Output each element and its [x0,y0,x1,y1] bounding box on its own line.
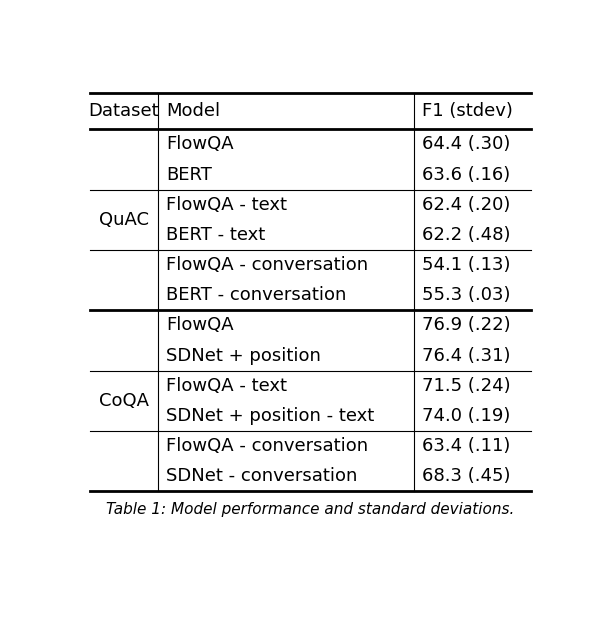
Text: BERT: BERT [167,166,212,184]
Text: FlowQA - text: FlowQA - text [167,196,287,214]
Text: FlowQA - conversation: FlowQA - conversation [167,256,368,274]
Text: 64.4 (.30): 64.4 (.30) [422,135,511,154]
Text: BERT - text: BERT - text [167,226,265,244]
Text: 54.1 (.13): 54.1 (.13) [422,256,511,274]
Text: 63.4 (.11): 63.4 (.11) [422,437,511,455]
Text: Model: Model [167,102,221,120]
Text: QuAC: QuAC [99,211,149,229]
Text: FlowQA: FlowQA [167,135,234,154]
Text: CoQA: CoQA [99,392,149,410]
Text: Table 1: Model performance and standard deviations.: Table 1: Model performance and standard … [107,502,514,518]
Text: BERT - conversation: BERT - conversation [167,286,347,305]
Text: 62.4 (.20): 62.4 (.20) [422,196,511,214]
Text: 76.9 (.22): 76.9 (.22) [422,317,511,334]
Text: Dataset: Dataset [88,102,159,120]
Text: 76.4 (.31): 76.4 (.31) [422,347,511,365]
Text: SDNet + position - text: SDNet + position - text [167,407,375,425]
Text: 68.3 (.45): 68.3 (.45) [422,467,511,485]
Text: 62.2 (.48): 62.2 (.48) [422,226,511,244]
Text: 63.6 (.16): 63.6 (.16) [422,166,511,184]
Text: FlowQA - conversation: FlowQA - conversation [167,437,368,455]
Text: FlowQA: FlowQA [167,317,234,334]
Text: F1 (stdev): F1 (stdev) [422,102,513,120]
Text: SDNet + position: SDNet + position [167,347,321,365]
Text: 71.5 (.24): 71.5 (.24) [422,377,511,395]
Text: 74.0 (.19): 74.0 (.19) [422,407,511,425]
Text: FlowQA - text: FlowQA - text [167,377,287,395]
Text: 55.3 (.03): 55.3 (.03) [422,286,511,305]
Text: SDNet - conversation: SDNet - conversation [167,467,358,485]
